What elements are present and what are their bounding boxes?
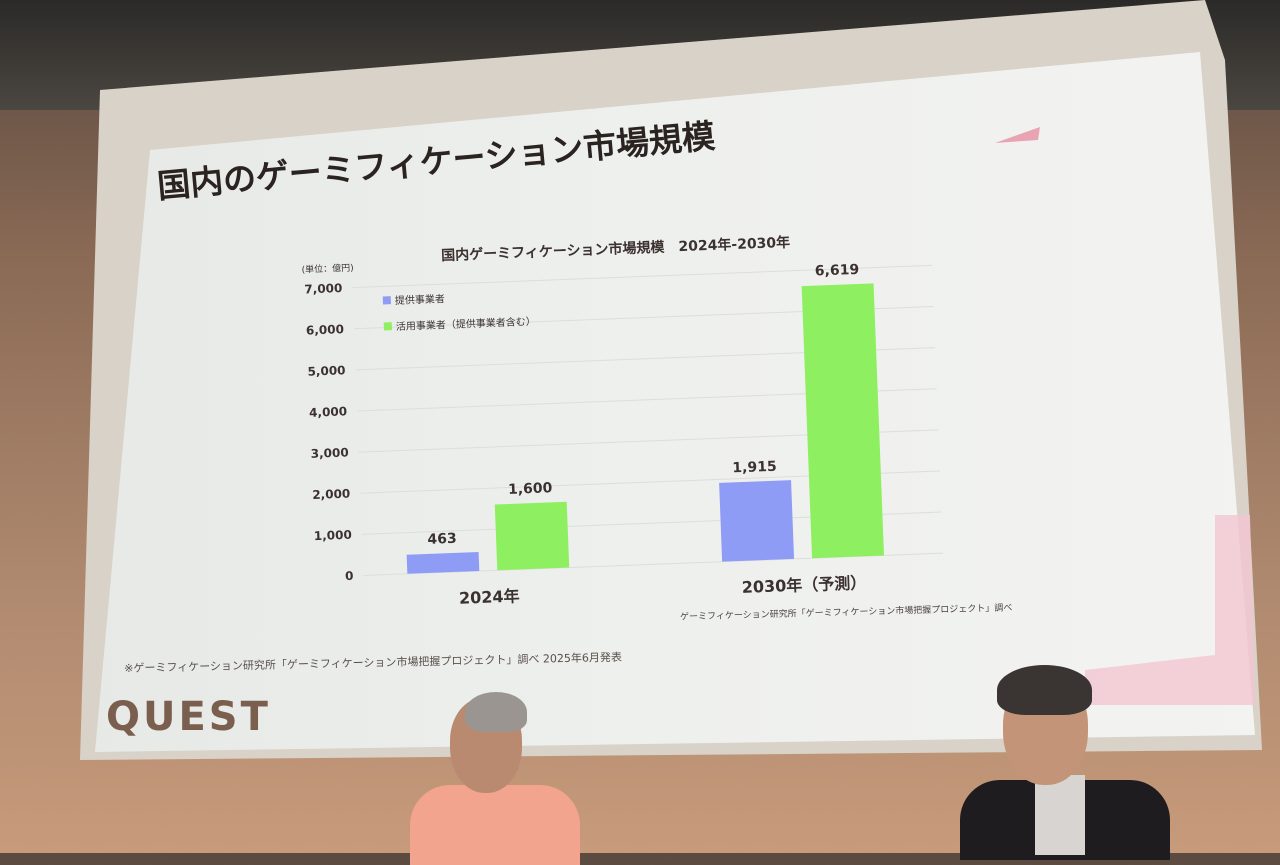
legend-label: 活用事業者（提供事業者含む） <box>396 315 536 333</box>
legend-label: 提供事業者 <box>395 292 445 307</box>
bar-chart: 国内ゲーミフィケーション市場規模 2024年-2030年 (単位：億円) 0 1,… <box>301 234 943 608</box>
y-tick-label: 2,000 <box>312 487 350 502</box>
bar-user-0 <box>494 501 570 571</box>
data-label: 463 <box>427 531 457 548</box>
legend-swatch <box>382 296 391 305</box>
y-tick-label: 0 <box>345 569 354 583</box>
y-tick-label: 7,000 <box>304 281 342 296</box>
data-label: 1,600 <box>508 480 553 498</box>
data-label: 1,915 <box>732 459 777 477</box>
y-tick-label: 1,000 <box>314 528 352 543</box>
legend-swatch <box>383 322 392 331</box>
quest-logo: QUEST <box>106 694 271 740</box>
bar-provider-0 <box>406 551 480 574</box>
speaker-left <box>405 690 585 865</box>
gridline <box>352 264 932 289</box>
x-category-label: 2024年 <box>459 586 520 607</box>
bar-user-1 <box>801 283 885 559</box>
y-tick-label: 4,000 <box>309 404 347 419</box>
chart-title: 国内ゲーミフィケーション市場規模 2024年-2030年 <box>441 234 791 264</box>
y-tick-label: 6,000 <box>306 322 344 337</box>
data-label: 6,619 <box>815 262 860 280</box>
speaker-right <box>955 665 1170 860</box>
x-category-label: 2030年（予測） <box>741 573 866 597</box>
bar-provider-1 <box>719 480 795 562</box>
unit-label: (単位：億円) <box>301 262 353 276</box>
y-tick-label: 3,000 <box>310 445 348 460</box>
y-tick-label: 5,000 <box>307 363 345 378</box>
